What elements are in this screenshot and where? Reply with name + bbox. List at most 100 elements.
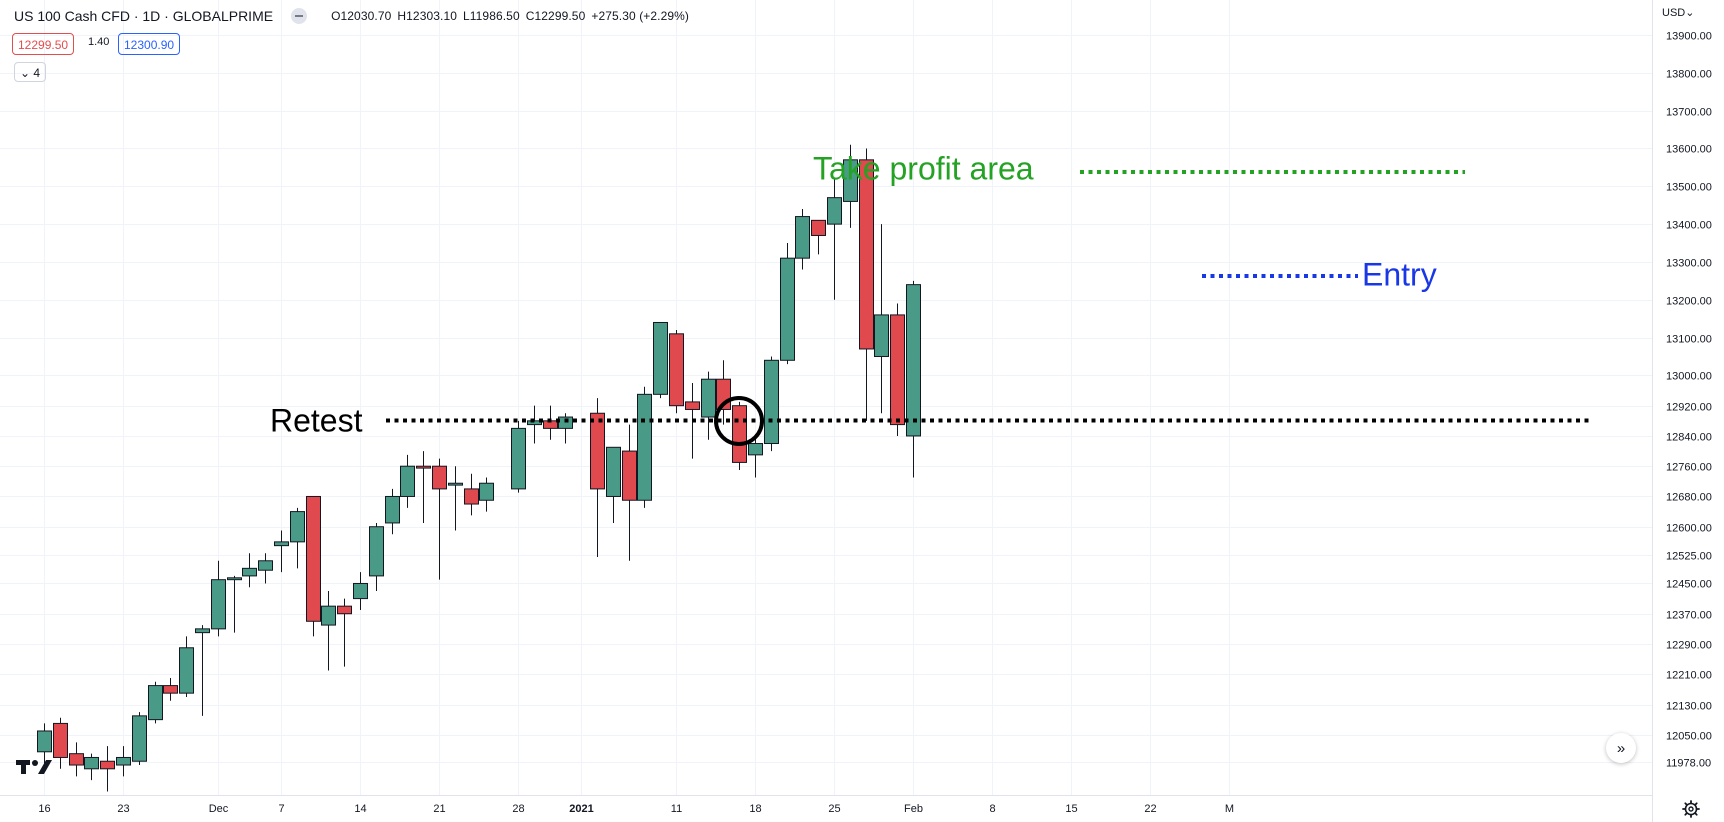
candle-body — [211, 579, 226, 630]
candle — [780, 243, 795, 365]
price-tick-label: 13300.00 — [1666, 258, 1712, 270]
chart-settings-button[interactable] — [1680, 798, 1702, 820]
minimize-icon[interactable] — [291, 8, 308, 24]
candle-body — [416, 465, 431, 469]
candle — [479, 477, 494, 512]
time-tick-label: 25 — [828, 803, 840, 815]
price-tick-label: 13900.00 — [1666, 31, 1712, 43]
candle — [811, 219, 826, 255]
candle — [906, 280, 921, 478]
candle — [353, 572, 368, 610]
candle — [321, 591, 336, 671]
candle-body — [827, 197, 842, 225]
candle-body — [843, 159, 858, 202]
chevron-down-icon: ⌄ — [20, 66, 31, 80]
price-tick-label: 12210.00 — [1666, 670, 1712, 682]
take-profit-label: Take profit area — [813, 150, 1034, 186]
candle — [179, 636, 194, 697]
sell-button[interactable]: 12299.50 — [12, 33, 75, 55]
candle — [195, 625, 210, 716]
time-tick-label: 8 — [989, 803, 995, 815]
currency-label: USD — [1662, 7, 1686, 19]
candle-body — [369, 526, 384, 577]
candle-body — [148, 685, 163, 721]
candle-body — [258, 560, 273, 571]
scroll-to-realtime-button[interactable]: » — [1606, 733, 1636, 763]
candle — [701, 371, 716, 440]
price-tick-label: 11978.00 — [1666, 758, 1711, 770]
candle-body — [163, 685, 178, 694]
candle-body — [874, 314, 889, 358]
candle-body — [464, 488, 479, 505]
candle — [527, 405, 542, 444]
price-tick-label: 12450.00 — [1666, 579, 1712, 591]
time-tick-label: 14 — [354, 803, 366, 815]
time-axis-labels: 16 23 Dec 7 14 21 28 2021 11 18 25 Feb 8 15 22 M — [38, 803, 1234, 815]
candle — [369, 522, 384, 592]
candle — [337, 598, 352, 667]
candle — [227, 575, 242, 633]
time-tick-label: 22 — [1144, 803, 1156, 815]
candle-body — [306, 495, 321, 622]
candle — [53, 717, 68, 769]
candle — [211, 560, 226, 637]
time-tick-label: 11 — [671, 803, 682, 815]
time-tick-label: Feb — [904, 803, 923, 815]
price-tick-label: 13800.00 — [1666, 69, 1712, 81]
indicators-toggle-button[interactable]: ⌄ 4 — [14, 62, 47, 82]
candle-body — [132, 715, 147, 762]
candle-body — [37, 730, 52, 753]
candle — [84, 753, 99, 781]
currency-selector[interactable]: USD⌄ — [1662, 6, 1694, 19]
open-value: O12030.70 — [331, 9, 392, 23]
candle — [859, 148, 874, 421]
low-value: L11986.50 — [463, 9, 520, 23]
price-tick-label: 13500.00 — [1666, 182, 1712, 194]
candle — [543, 405, 558, 440]
spread-value: 1.40 — [88, 36, 110, 48]
candle — [795, 208, 810, 270]
candle-body — [116, 756, 131, 766]
candle-body — [479, 482, 494, 501]
candle — [116, 746, 131, 777]
close-value: C12299.50 — [525, 9, 586, 23]
candle-body — [906, 284, 921, 437]
tradingview-logo-icon — [16, 760, 52, 774]
price-tick-label: 13400.00 — [1666, 220, 1712, 232]
candle-body — [701, 378, 716, 418]
price-tick-label: 13000.00 — [1666, 371, 1712, 383]
candle-body — [321, 605, 336, 626]
candle — [100, 746, 115, 792]
buy-button[interactable]: 12300.90 — [118, 33, 181, 55]
price-tick-label: 12370.00 — [1666, 610, 1712, 622]
candle — [132, 712, 147, 766]
candle — [637, 386, 652, 508]
candle-body — [606, 446, 621, 497]
price-tick-label: 12680.00 — [1666, 492, 1712, 504]
candle-body — [274, 541, 289, 547]
time-tick-label: 16 — [38, 803, 50, 815]
candle — [432, 458, 447, 580]
candle — [653, 321, 668, 399]
candle — [827, 178, 842, 300]
tradingview-logo[interactable] — [16, 756, 54, 783]
candle — [874, 224, 889, 414]
symbol-title[interactable]: US 100 Cash CFD · 1D · GLOBALPRIME — [14, 8, 274, 24]
chevron-down-icon: ⌄ — [1685, 7, 1695, 19]
candle-body — [69, 753, 84, 766]
time-tick-label: 15 — [1065, 803, 1077, 815]
candle-body — [590, 412, 605, 490]
price-tick-label: 12840.00 — [1666, 432, 1712, 444]
candle — [606, 446, 621, 523]
candle-body — [337, 605, 352, 615]
candle — [242, 553, 257, 588]
time-tick-label: 18 — [749, 803, 761, 815]
candle — [290, 507, 305, 569]
retest-circle — [714, 396, 764, 446]
candle — [511, 420, 526, 493]
candle — [416, 451, 431, 523]
candle — [622, 424, 637, 561]
candle-body — [448, 482, 463, 486]
